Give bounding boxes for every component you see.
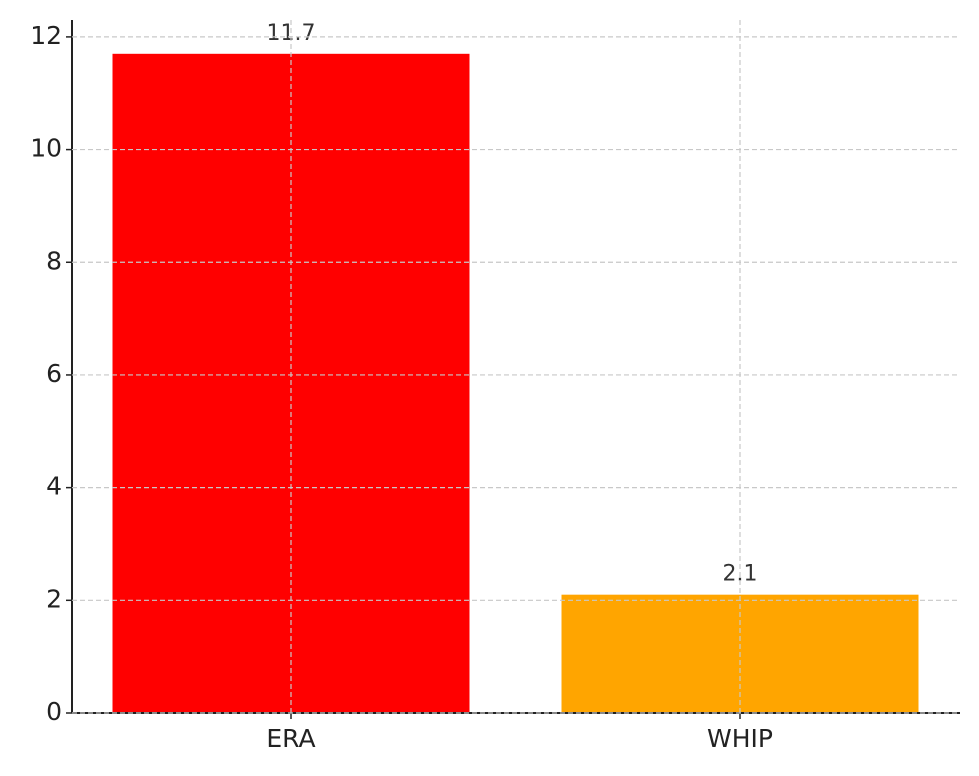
x-tick-label: ERA bbox=[266, 724, 315, 753]
y-tick-label: 0 bbox=[46, 697, 62, 726]
y-tick-label: 12 bbox=[30, 21, 62, 50]
y-tick-label: 6 bbox=[46, 359, 62, 388]
y-tick-label: 2 bbox=[46, 584, 62, 613]
x-tick-label: WHIP bbox=[707, 724, 773, 753]
y-tick-label: 10 bbox=[30, 134, 62, 163]
y-tick-label: 4 bbox=[46, 472, 62, 501]
y-tick-label: 8 bbox=[46, 246, 62, 275]
